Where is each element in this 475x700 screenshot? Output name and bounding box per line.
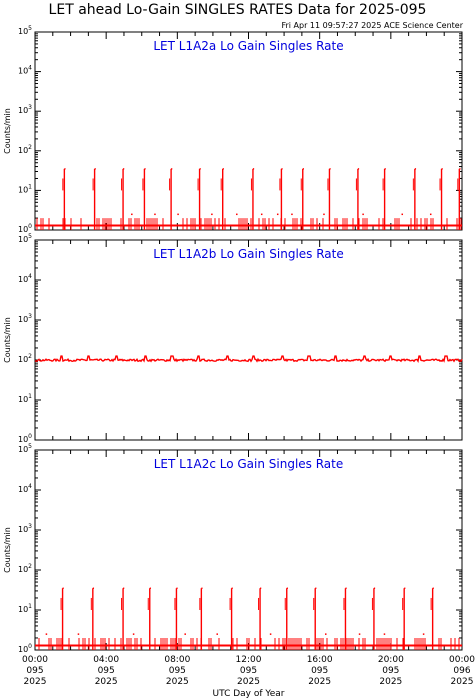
y-tick-label: 103 (18, 523, 32, 534)
y-tick-label: 103 (18, 313, 32, 324)
panel-title: LET L1A2a Lo Gain Singles Rate (153, 39, 343, 53)
y-tick-label: 102 (18, 144, 32, 155)
rate-point (154, 213, 156, 216)
panel-1: 100 101 102 103 104 105 Counts/min LET L1A2a Lo… (3, 25, 463, 234)
rate-point (236, 213, 238, 216)
rate-point (132, 633, 135, 635)
chart-title: LET ahead Lo-Gain SINGLES RATES Data for… (48, 2, 427, 18)
y-tick-label: 100 (18, 643, 32, 654)
x-tick-label-doy: 096 (453, 666, 470, 676)
series-1 (35, 168, 462, 230)
y-tick-label: 104 (18, 273, 32, 284)
rate-point (260, 213, 263, 216)
rate-point (211, 213, 213, 216)
panel-title: LET L1A2c Lo Gain Singles Rate (154, 457, 344, 471)
x-tick-label-doy: 095 (311, 666, 328, 676)
rate-line (34, 355, 463, 363)
rate-point (383, 633, 386, 635)
series-3 (35, 587, 462, 650)
rate-point (216, 633, 218, 635)
rate-point (362, 213, 364, 216)
y-tick-label: 100 (18, 223, 32, 234)
y-tick-label: 103 (18, 104, 32, 115)
y-tick-label: 104 (18, 483, 32, 494)
y-tick-label: 101 (18, 393, 32, 404)
x-tick-label-time: 20:00 (378, 655, 404, 665)
panel-frame (34, 449, 463, 651)
rate-point (45, 633, 48, 635)
x-tick-label-doy: 095 (26, 666, 43, 676)
y-tick-label: 102 (18, 563, 32, 574)
rate-point (77, 633, 80, 635)
x-tick-label-year: 2025 (95, 677, 118, 687)
panel-frame (34, 31, 463, 231)
x-tick-label-time: 00:00 (449, 655, 475, 665)
x-tick-label-time: 12:00 (236, 655, 262, 665)
y-tick-label: 105 (18, 443, 32, 454)
x-tick-label-year: 2025 (379, 677, 402, 687)
x-axis-label: UTC Day of Year (213, 689, 285, 699)
panel-frame (34, 239, 463, 441)
x-tick-label-year: 2025 (237, 677, 260, 687)
rate-point (269, 633, 272, 635)
x-tick-label-time: 08:00 (164, 655, 190, 665)
y-tick-label: 101 (18, 183, 32, 194)
x-tick-label-doy: 095 (240, 666, 257, 676)
y-axis-label: Counts/min (3, 317, 12, 363)
y-tick-label: 101 (18, 603, 32, 614)
x-tick-label-time: 00:00 (22, 655, 48, 665)
x-tick-label-doy: 095 (98, 666, 115, 676)
panel-title: LET L1A2b Lo Gain Singles Rate (153, 247, 344, 261)
rate-point (429, 213, 432, 216)
x-tick-label-year: 2025 (24, 677, 47, 687)
rate-point (401, 213, 404, 216)
y-tick-label: 100 (18, 433, 32, 444)
y-tick-label: 105 (18, 25, 32, 36)
series-2 (34, 355, 463, 363)
panel-3: 100 101 102 103 104 105 Counts/min LET L1A2c Lo… (3, 443, 463, 654)
rate-point (325, 633, 327, 635)
y-tick-label: 104 (18, 65, 32, 76)
y-tick-label: 105 (18, 233, 32, 244)
rate-point (131, 213, 133, 216)
rate-point (291, 213, 293, 216)
rate-point (177, 213, 179, 216)
y-tick-label: 102 (18, 353, 32, 364)
rate-point (422, 633, 425, 635)
rate-point (323, 213, 325, 216)
rate-point (184, 633, 186, 635)
x-tick-label-doy: 095 (169, 666, 186, 676)
generation-timestamp: Fri Apr 11 09:57:27 2025 ACE Science Cen… (281, 21, 463, 30)
y-axis-label: Counts/min (3, 527, 12, 573)
panel-2: 100 101 102 103 104 105 Counts/min LET L1A2b Lo… (3, 233, 463, 444)
rate-point (358, 633, 361, 635)
x-tick-label-time: 04:00 (93, 655, 119, 665)
x-tick-label-time: 16:00 (307, 655, 333, 665)
rate-point (276, 213, 279, 216)
x-tick-label-doy: 095 (382, 666, 399, 676)
x-tick-label-year: 2025 (166, 677, 189, 687)
x-tick-label-year: 2025 (451, 677, 474, 687)
x-tick-label-year: 2025 (308, 677, 331, 687)
y-axis-label: Counts/min (3, 108, 12, 154)
